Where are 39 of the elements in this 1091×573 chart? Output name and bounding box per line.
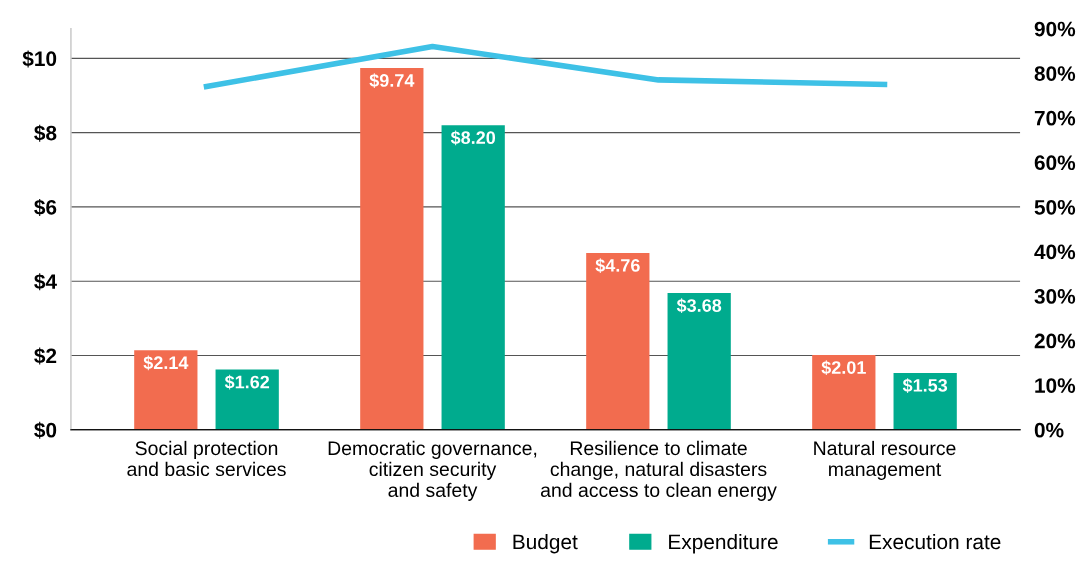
y-tick-label: $8: [34, 124, 57, 142]
y2-tick-label: 70%: [1034, 110, 1076, 126]
x-tick-label: Resilience to climate change, natural disasters and access to clean energy: [540, 440, 777, 501]
y2-tick-label: 40%: [1034, 244, 1076, 260]
x-tick-label: Democratic governance, citizen security and safety: [328, 440, 537, 501]
y2-tick-label: 90%: [1034, 21, 1076, 37]
y2-tick-label: 20%: [1034, 333, 1076, 349]
data-label: $4.76: [595, 258, 640, 273]
x-tick-label: Natural resource management: [814, 440, 956, 480]
bar: [586, 252, 650, 430]
y2-tick-label: 60%: [1034, 155, 1076, 171]
bar: [812, 355, 876, 430]
y-tick-label: $10: [22, 50, 57, 68]
bar: [360, 68, 424, 430]
bar: [441, 125, 505, 430]
legend-label: Expenditure: [669, 533, 778, 554]
y-tick-label: $0: [34, 421, 57, 439]
y2-tick-label: 10%: [1035, 378, 1076, 393]
x-tick-label: Social protection and basic services: [127, 440, 286, 477]
data-label: $1.62: [224, 374, 270, 390]
y2-tick-label: 80%: [1034, 66, 1076, 81]
y-tick-label: $2: [34, 347, 57, 365]
y2-tick-label: 30%: [1034, 289, 1076, 304]
legend-label: Execution rate: [869, 533, 1001, 550]
data-label: $8.20: [450, 130, 496, 146]
y2-tick-label: 50%: [1034, 199, 1076, 215]
y2-tick-label: 0%: [1034, 422, 1064, 438]
bar: [667, 293, 731, 430]
bar: [215, 369, 279, 430]
data-label: $2.14: [143, 355, 189, 371]
data-label: $1.53: [902, 378, 948, 393]
data-label: $3.68: [676, 298, 722, 314]
y-tick-label: $6: [34, 199, 57, 217]
data-label: $2.01: [821, 360, 866, 376]
bar: [134, 350, 198, 430]
y-tick-label: $4: [34, 273, 57, 291]
legend-label: Budget: [513, 533, 578, 554]
data-label: $9.74: [369, 73, 415, 89]
bar: [893, 372, 957, 430]
